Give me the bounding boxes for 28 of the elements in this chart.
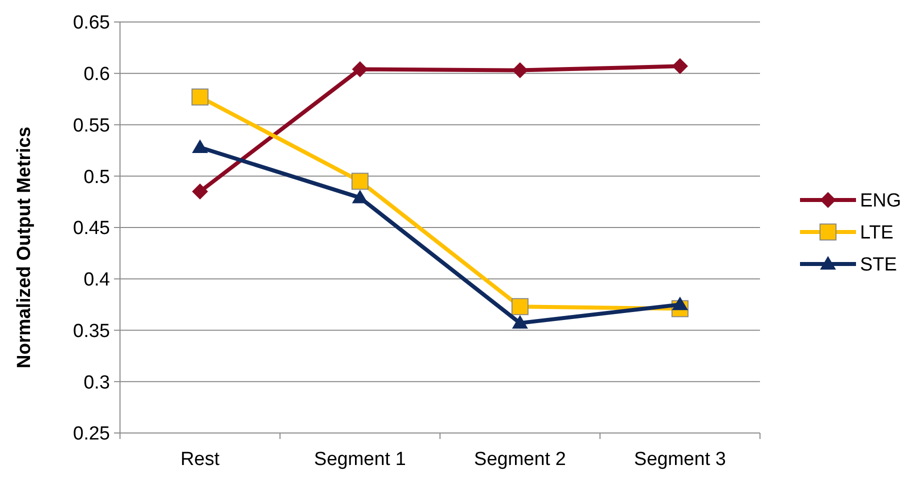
x-tick-label: Rest [180, 449, 220, 470]
point [512, 315, 528, 329]
point [672, 58, 688, 74]
y-tick-label: 0.3 [84, 372, 110, 394]
point [512, 298, 528, 316]
y-tick-label: 0.65 [73, 12, 110, 34]
point [192, 88, 208, 106]
point [192, 184, 208, 200]
point [672, 296, 688, 310]
y-tick-label: 0.5 [84, 166, 110, 188]
x-tick-label: Segment 1 [314, 449, 406, 470]
point [352, 172, 368, 190]
y-tick-label: 0.55 [73, 115, 110, 136]
legend-label: LTE [860, 222, 894, 244]
y-tick-label: 0.6 [84, 64, 110, 86]
point [352, 190, 368, 204]
y-tick-label: 0.25 [73, 424, 110, 445]
point [192, 139, 208, 153]
point [512, 62, 528, 78]
y-tick-label: 0.45 [73, 218, 110, 240]
y-tick-label: 0.4 [84, 270, 110, 291]
point [352, 61, 368, 78]
y-axis-title: Normalized Output Metrics [14, 126, 35, 368]
y-tick-label: 0.35 [73, 320, 110, 342]
legend-label: ENG [860, 190, 902, 212]
x-tick-label: Segment 2 [474, 449, 566, 470]
legend-label: STE [860, 254, 897, 276]
x-tick-label: Segment 3 [634, 449, 726, 470]
